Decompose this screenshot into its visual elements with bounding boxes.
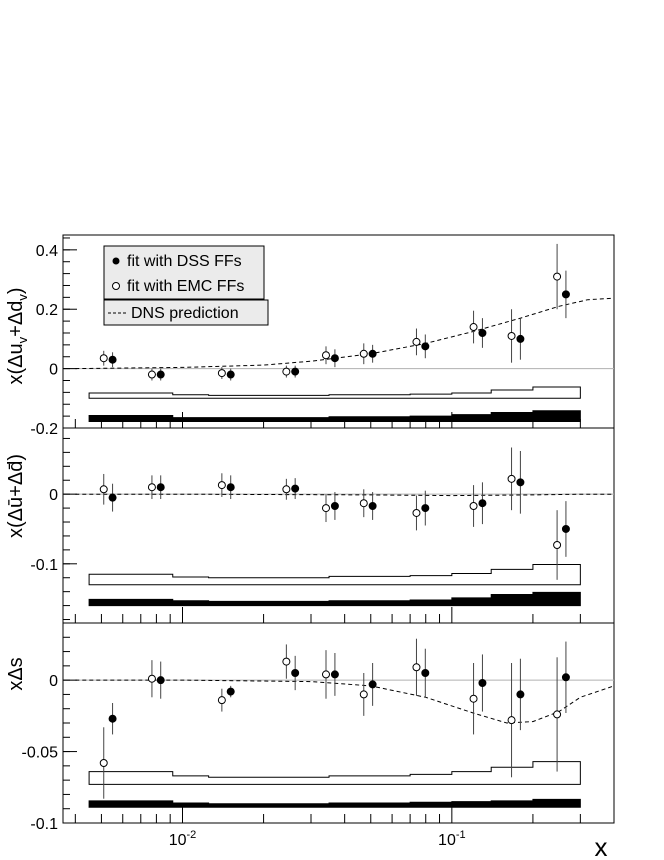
y-tick-label: 0.2 xyxy=(36,302,58,319)
emc-point xyxy=(217,696,226,705)
emc-point xyxy=(412,663,421,672)
emc-point xyxy=(99,485,108,494)
emc-point xyxy=(321,351,330,360)
dss-point xyxy=(478,499,487,508)
emc-point xyxy=(359,690,368,699)
emc-point xyxy=(147,674,156,683)
dss-point xyxy=(226,483,235,492)
y-tick-label: -0.1 xyxy=(30,816,58,833)
y-tick-label: -0.2 xyxy=(30,421,58,438)
emc-point xyxy=(217,481,226,490)
dss-point xyxy=(421,342,430,351)
dss-point xyxy=(291,669,300,677)
dss-point xyxy=(368,349,377,358)
emc-point xyxy=(469,502,478,510)
emc-point xyxy=(147,370,156,379)
emc-point xyxy=(147,483,156,492)
systematic-band-filled xyxy=(88,798,581,808)
emc-point xyxy=(412,337,421,346)
y-tick-label: 0 xyxy=(49,487,58,504)
dss-point xyxy=(478,679,487,687)
panel-bottom-frame xyxy=(62,622,615,824)
emc-point xyxy=(359,499,368,508)
emc-point xyxy=(321,504,330,513)
y-tick-label: -0.05 xyxy=(22,745,59,762)
emc-point xyxy=(412,508,421,517)
dss-point xyxy=(561,524,570,533)
emc-point xyxy=(99,759,108,767)
dss-point xyxy=(108,493,117,502)
y-tick-label: 0 xyxy=(49,673,58,690)
dss-point xyxy=(330,354,339,363)
ylabel-top: x(Δuv+Δdv) xyxy=(5,288,30,385)
emc-point xyxy=(359,349,368,358)
y-tick-label: 0 xyxy=(49,362,58,379)
systematic-band-open xyxy=(88,564,581,586)
emc-point xyxy=(217,369,226,378)
dss-point xyxy=(291,484,300,493)
emc-point xyxy=(553,272,562,281)
dss-point xyxy=(330,502,339,510)
dss-point xyxy=(368,502,377,510)
ylabel-middle: x(Δū+Δd̄) xyxy=(5,454,27,538)
emc-point xyxy=(282,367,291,376)
legend-dss-marker xyxy=(112,257,120,265)
dss-point xyxy=(226,370,235,379)
systematic-band-open xyxy=(88,386,581,399)
dss-point xyxy=(516,478,525,487)
dss-point xyxy=(156,370,165,379)
emc-point xyxy=(469,694,478,703)
panel-middle: -0.1 0 xyxy=(30,437,615,623)
emc-point xyxy=(282,485,291,494)
emc-point xyxy=(507,474,516,483)
y-tick-label: 0.4 xyxy=(36,243,58,260)
legend-dss-label: fit with DSS FFs xyxy=(127,253,242,270)
legend-dns-box xyxy=(103,299,269,326)
dss-point xyxy=(226,687,235,696)
legend-box xyxy=(103,245,265,300)
legend-emc-label: fit with EMC FFs xyxy=(127,278,244,295)
dns-prediction-curve xyxy=(75,493,614,497)
systematic-band-filled xyxy=(88,410,581,422)
dns-prediction-curve xyxy=(75,679,615,724)
x-tick-label: 10-1 xyxy=(438,829,466,849)
systematic-band-filled xyxy=(88,591,581,607)
emc-point xyxy=(507,716,516,725)
legend-emc-marker xyxy=(112,282,120,290)
dss-point xyxy=(156,676,165,685)
dss-point xyxy=(561,290,570,299)
dss-point xyxy=(330,670,339,679)
emc-point xyxy=(469,323,478,332)
emc-point xyxy=(99,354,108,363)
emc-point xyxy=(553,710,562,719)
emc-point xyxy=(553,541,562,549)
xlabel: x xyxy=(595,832,608,860)
emc-point xyxy=(282,657,291,666)
dss-point xyxy=(561,673,570,682)
dss-point xyxy=(421,504,430,513)
dss-point xyxy=(421,669,430,677)
systematic-band-open xyxy=(88,761,581,785)
dss-point xyxy=(108,714,117,723)
dss-point xyxy=(516,690,525,699)
legend: fit with DSS FFs fit with EMC FFs DNS pr… xyxy=(103,245,269,326)
emc-point xyxy=(321,670,330,679)
dss-point xyxy=(368,680,377,689)
panel-top: -0.2 0 0.2 0.4 xyxy=(30,237,615,438)
dss-point xyxy=(291,367,300,376)
legend-dns-label: DNS prediction xyxy=(131,305,239,322)
ylabel-bottom: xΔs xyxy=(5,657,27,690)
emc-point xyxy=(507,331,516,340)
panel-middle-frame xyxy=(62,427,615,624)
dss-point xyxy=(478,328,487,337)
y-tick-label: -0.1 xyxy=(30,557,58,574)
panel-bottom: -0.1 -0.05 0 10-2 10-1 xyxy=(22,622,615,849)
dss-point xyxy=(516,334,525,343)
dss-point xyxy=(156,483,165,492)
x-tick-label: 10-2 xyxy=(169,829,197,849)
dss-point xyxy=(108,355,117,364)
